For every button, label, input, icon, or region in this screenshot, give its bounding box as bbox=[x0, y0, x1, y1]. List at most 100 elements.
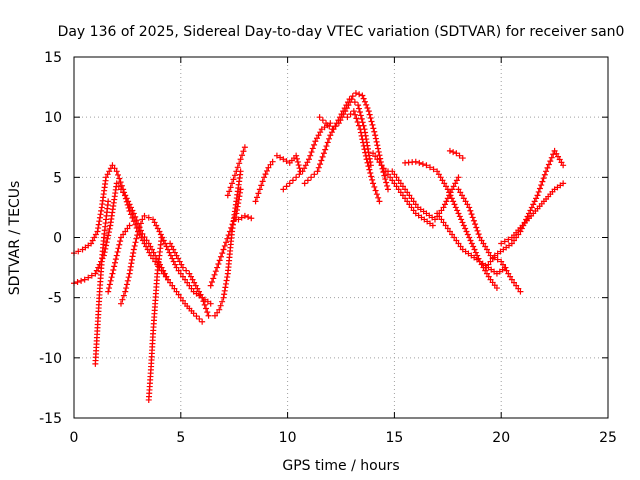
data-point bbox=[184, 279, 191, 286]
data-point bbox=[220, 246, 227, 253]
data-point bbox=[234, 164, 241, 171]
data-point bbox=[293, 152, 300, 159]
data-point bbox=[372, 187, 379, 194]
data-point bbox=[540, 175, 547, 182]
data-point bbox=[175, 267, 182, 274]
series-arc-13 bbox=[252, 158, 276, 205]
data-point bbox=[104, 235, 111, 242]
data-point bbox=[397, 189, 404, 196]
data-point bbox=[166, 249, 173, 256]
data-point bbox=[493, 285, 500, 292]
data-point bbox=[357, 126, 364, 133]
data-point bbox=[116, 175, 123, 182]
data-point bbox=[122, 228, 129, 235]
data-point bbox=[353, 115, 360, 122]
data-point bbox=[164, 246, 171, 253]
data-point bbox=[451, 201, 458, 208]
data-point bbox=[171, 285, 178, 292]
data-point bbox=[517, 288, 524, 295]
series-arc-5 bbox=[117, 216, 146, 307]
data-point bbox=[378, 162, 385, 169]
data-point bbox=[216, 257, 223, 264]
data-point bbox=[402, 186, 409, 193]
data-point bbox=[255, 190, 262, 197]
data-point bbox=[258, 182, 265, 189]
data-point bbox=[261, 174, 268, 181]
data-point bbox=[98, 207, 105, 214]
data-point bbox=[382, 176, 389, 183]
data-point bbox=[472, 249, 479, 256]
data-point bbox=[111, 165, 118, 172]
data-point bbox=[125, 274, 132, 281]
data-point bbox=[299, 168, 306, 175]
y-tick-label: 15 bbox=[44, 50, 62, 66]
data-point bbox=[391, 171, 398, 178]
data-point bbox=[178, 261, 185, 268]
data-point bbox=[450, 149, 457, 156]
data-point bbox=[441, 201, 448, 208]
data-point bbox=[159, 234, 166, 241]
data-point bbox=[186, 282, 193, 289]
data-point bbox=[75, 248, 82, 255]
data-point bbox=[508, 276, 515, 283]
data-point bbox=[193, 313, 200, 320]
data-point bbox=[130, 210, 137, 217]
data-point bbox=[523, 216, 530, 223]
data-point bbox=[455, 174, 462, 181]
data-point bbox=[105, 229, 112, 236]
data-point bbox=[531, 198, 538, 205]
data-point bbox=[205, 312, 212, 319]
data-point bbox=[360, 95, 367, 102]
x-tick-label: 20 bbox=[492, 430, 510, 446]
data-point bbox=[309, 145, 316, 152]
data-point bbox=[369, 176, 376, 183]
data-point bbox=[410, 198, 417, 205]
data-point bbox=[501, 264, 508, 271]
data-point bbox=[337, 117, 344, 124]
data-point bbox=[176, 258, 183, 265]
data-point bbox=[397, 180, 404, 187]
data-point bbox=[381, 172, 388, 179]
data-point bbox=[489, 255, 496, 262]
data-point bbox=[112, 256, 119, 263]
data-point bbox=[327, 132, 334, 139]
data-point bbox=[256, 186, 263, 193]
data-point bbox=[494, 256, 501, 263]
data-point bbox=[153, 222, 160, 229]
data-point bbox=[344, 114, 351, 121]
data-point bbox=[302, 162, 309, 169]
data-point bbox=[323, 143, 330, 150]
data-point bbox=[120, 292, 127, 299]
data-point bbox=[483, 270, 490, 277]
data-point bbox=[235, 216, 242, 223]
data-point bbox=[449, 231, 456, 238]
data-point bbox=[318, 157, 325, 164]
data-point bbox=[241, 144, 248, 151]
data-point bbox=[363, 101, 370, 108]
data-point bbox=[464, 231, 471, 238]
data-point bbox=[195, 288, 202, 295]
data-point bbox=[359, 119, 366, 126]
data-point bbox=[143, 237, 150, 244]
data-point bbox=[109, 162, 116, 169]
data-point bbox=[88, 240, 95, 247]
data-point bbox=[324, 139, 331, 146]
data-point bbox=[308, 149, 315, 156]
data-point bbox=[485, 273, 492, 280]
data-point bbox=[371, 128, 378, 135]
data-point bbox=[473, 224, 480, 231]
data-point bbox=[476, 234, 483, 241]
data-point bbox=[105, 288, 112, 295]
data-point bbox=[123, 281, 130, 288]
data-point bbox=[189, 276, 196, 283]
data-point bbox=[136, 224, 143, 231]
data-point bbox=[237, 156, 244, 163]
data-point bbox=[170, 246, 177, 253]
y-tick-label: -10 bbox=[39, 351, 62, 367]
data-point bbox=[456, 213, 463, 220]
data-point bbox=[395, 177, 402, 184]
data-point bbox=[139, 230, 146, 237]
data-point bbox=[217, 253, 224, 260]
data-point bbox=[169, 255, 176, 262]
data-point bbox=[103, 242, 110, 249]
